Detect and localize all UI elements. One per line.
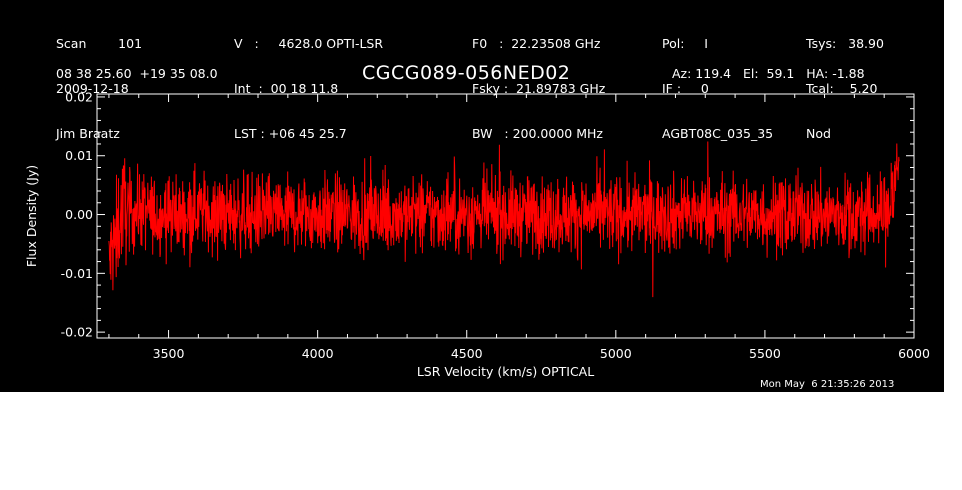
coordinates-info: 08 38 25.60 +19 35 08.0 (56, 66, 218, 81)
y-tick-label: -0.02 (61, 325, 93, 340)
y-tick-label: 0.01 (65, 148, 93, 163)
y-ticks: -0.02 -0.01 0.00 0.01 0.02 (61, 89, 914, 340)
sky-frequency-info: Fsky : 21.89783 GHz (472, 81, 606, 96)
x-axis-label: LSR Velocity (km/s) OPTICAL (417, 364, 594, 379)
trace-layer (108, 141, 900, 298)
if-info: IF : 0 (662, 81, 709, 96)
rest-frequency-info: F0 : 22.23508 GHz (472, 36, 601, 51)
x-tick-label: 3500 (153, 346, 185, 361)
procedure-info: Nod (806, 126, 831, 141)
plot-frame (96, 93, 915, 339)
y-axis-label: Flux Density (Jy) (24, 165, 39, 267)
x-tick-label: 5000 (600, 346, 632, 361)
y-tick-label: 0.02 (65, 89, 93, 104)
lst-info: LST : +06 45 25.7 (234, 126, 347, 141)
spectrum-chart: 3500 4000 4500 5000 5500 6000 -0.02 -0.01 0.00 0… (24, 89, 930, 379)
tcal-info: Tcal: 5.20 (806, 81, 878, 96)
timestamp: Mon May 6 21:35:26 2013 (760, 379, 895, 390)
header-tsys-column: Tsys: 38.90 Tcal: 5.20 Nod (806, 6, 884, 156)
observer-info: Jim Braatz (56, 126, 120, 141)
tsys-info: Tsys: 38.90 (806, 36, 884, 51)
source-name: CGCG089-056NED02 (362, 62, 571, 84)
y-tick-label: 0.00 (65, 207, 93, 222)
header-scan-column: Scan 101 2009-12-18 Jim Braatz (56, 6, 142, 156)
x-tick-label: 5500 (749, 346, 781, 361)
integration-info: Int : 00 18 11.8 (234, 81, 339, 96)
x-tick-label: 6000 (898, 346, 930, 361)
y-tick-label: -0.01 (61, 266, 93, 281)
project-info: AGBT08C_035_35 (662, 126, 774, 141)
spectrum-trace (108, 141, 900, 298)
az-el-ha-info: Az: 119.4 El: 59.1 HA: -1.88 (672, 66, 865, 81)
x-tick-label: 4500 (451, 346, 483, 361)
header-velocity-column: V : 4628.0 OPTI-LSR Int : 00 18 11.8 LST… (234, 6, 383, 156)
velocity-info: V : 4628.0 OPTI-LSR (234, 36, 384, 51)
x-tick-label: 4000 (302, 346, 334, 361)
polarization-info: Pol: I (662, 36, 708, 51)
header-frequency-column: F0 : 22.23508 GHz Fsky : 21.89783 GHz BW… (472, 6, 605, 156)
scan-info: Scan 101 (56, 36, 143, 51)
header-pol-column: Pol: I IF : 0 AGBT08C_035_35 (662, 6, 773, 156)
date-info: 2009-12-18 (56, 81, 129, 96)
x-ticks: 3500 4000 4500 5000 5500 6000 (108, 94, 930, 361)
bandwidth-info: BW : 200.0000 MHz (472, 126, 603, 141)
